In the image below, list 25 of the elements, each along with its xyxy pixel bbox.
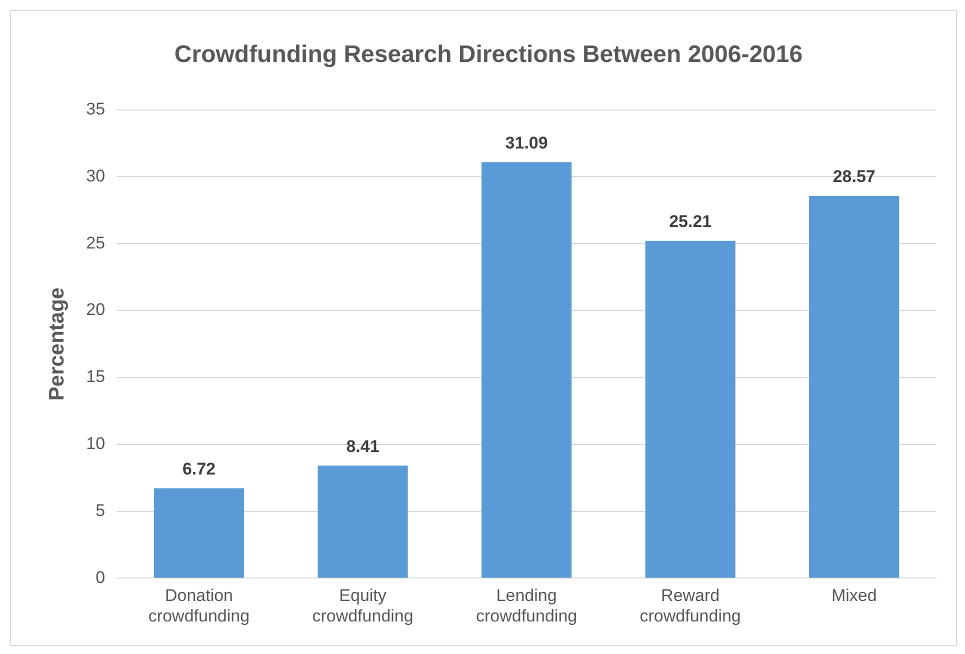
data-label: 25.21: [669, 212, 712, 232]
x-tick-label: Reward crowdfunding: [640, 586, 741, 626]
x-tick-label: Mixed: [831, 586, 877, 606]
y-tick-label: 35: [86, 99, 106, 118]
y-tick-label: 0: [96, 568, 106, 587]
y-tick-label: 25: [86, 233, 106, 252]
data-label: 28.57: [832, 167, 876, 186]
chart-title: Crowdfunding Research Directions Between 2006-2016: [174, 41, 803, 68]
bar: [809, 196, 900, 578]
data-label: 31.09: [505, 133, 548, 152]
bar: [318, 466, 408, 578]
y-tick-label: 20: [86, 300, 106, 320]
data-label: 6.72: [182, 459, 216, 478]
y-tick-label: 10: [86, 434, 106, 454]
bar: [154, 488, 244, 578]
x-tick-label: Lending crowdfunding: [476, 586, 578, 626]
bar: [482, 162, 572, 578]
y-axis-title: Percentage: [45, 287, 68, 401]
data-label: 8.41: [346, 436, 380, 456]
x-tick-label: Donation crowdfunding: [148, 586, 250, 626]
y-tick-label: 5: [96, 500, 106, 520]
bar: [645, 240, 736, 578]
x-tick-label: Equity crowdfunding: [312, 586, 414, 626]
y-tick-label: 15: [86, 367, 106, 386]
y-tick-label: 30: [86, 166, 106, 186]
